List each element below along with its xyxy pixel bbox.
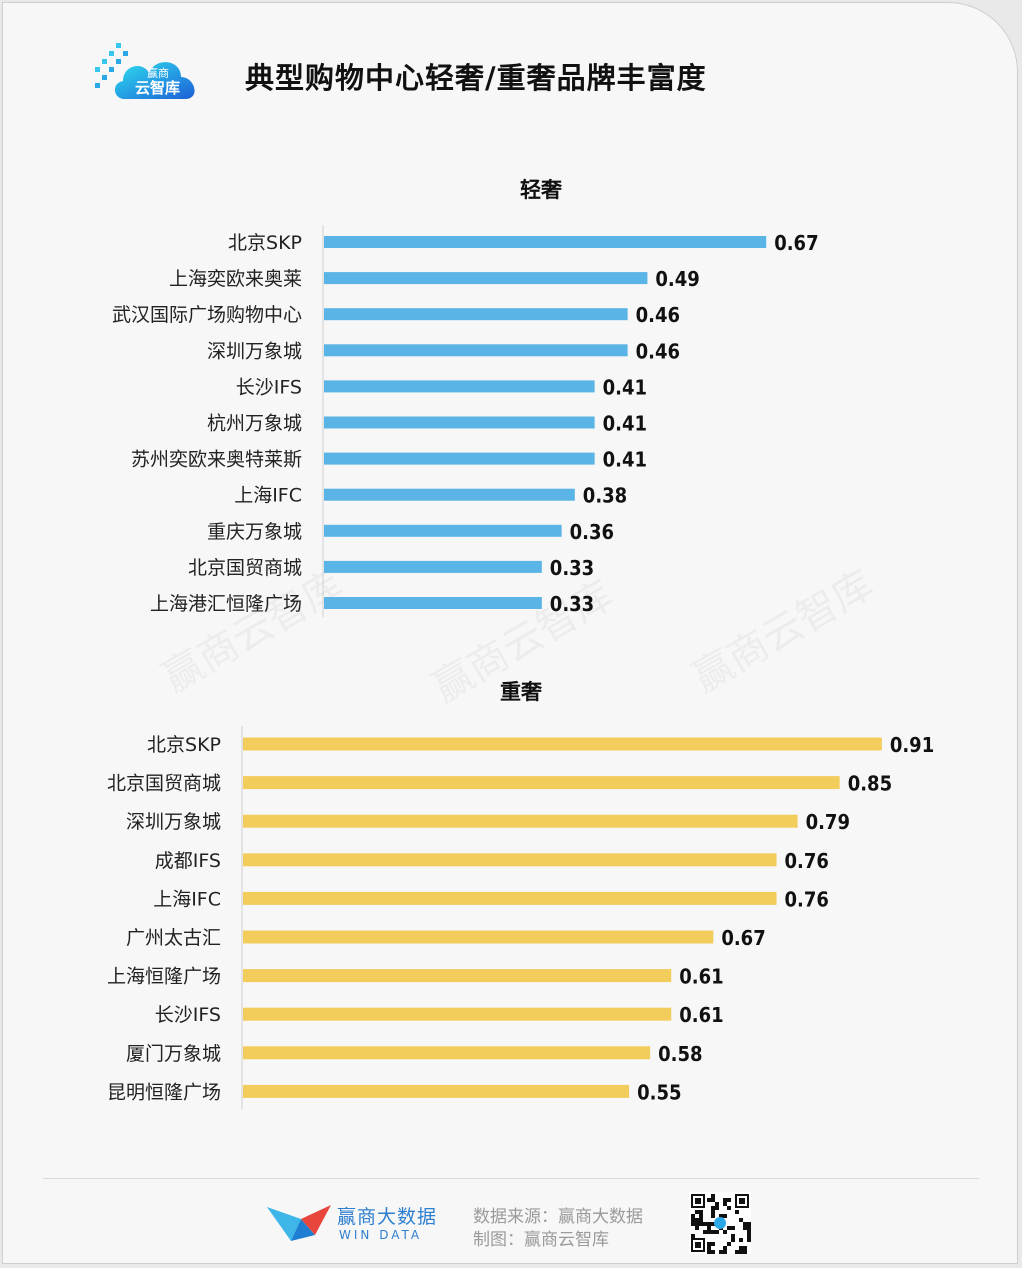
chart1-category-label: 杭州万象城 — [207, 413, 302, 435]
logo-line1: 赢商 — [147, 66, 169, 80]
chart1-bar — [324, 308, 628, 321]
chart1-bar — [324, 236, 767, 248]
chart1-value-label: 0.49 — [655, 267, 699, 291]
qr-code-icon — [689, 1192, 751, 1254]
chart2-category-label: 成都IFS — [155, 850, 221, 872]
chart1-value-label: 0.41 — [603, 448, 647, 472]
chart2-category-label: 深圳万象城 — [126, 811, 221, 833]
chart1-bar — [324, 560, 542, 573]
chart2-category-label: 广州太古汇 — [126, 927, 221, 949]
chart1-value-label: 0.33 — [550, 592, 594, 616]
logo-line2: 云智库 — [135, 79, 180, 97]
chart1-category-label: 武汉国际广场购物中心 — [112, 304, 302, 326]
chart1-bar — [324, 416, 595, 429]
chart2-bar — [243, 776, 840, 790]
chart2-value-label: 0.76 — [785, 887, 829, 911]
data-source: 数据来源：赢商大数据 — [473, 1207, 643, 1227]
chart2-bar — [243, 891, 777, 905]
chart1-category-label: 深圳万象城 — [207, 340, 302, 362]
chart1-bar — [324, 272, 648, 285]
chart1-category-label: 上海奕欧来奥莱 — [169, 268, 302, 290]
chart2-value-label: 0.79 — [806, 810, 850, 834]
win-data-logo-icon — [267, 1205, 331, 1241]
brand-name: 赢商大数据 — [337, 1206, 438, 1228]
chart1-category-label: 苏州奕欧来奥特莱斯 — [131, 449, 302, 471]
chart2-value-label: 0.91 — [890, 733, 934, 757]
made-by: 制图：赢商云智库 — [473, 1230, 609, 1250]
chart1-category-label: 长沙IFS — [236, 376, 302, 398]
chart2-category-label: 北京SKP — [147, 734, 221, 756]
watermark-3: 赢商云智库 — [685, 562, 881, 702]
cloud-logo-icon: 赢商 云智库 — [95, 43, 195, 99]
chart1-title: 轻奢 — [520, 178, 563, 202]
chart1-value-label: 0.36 — [570, 520, 614, 544]
chart1-bar — [324, 597, 542, 609]
chart1-category-label: 北京国贸商城 — [188, 557, 302, 579]
chart1-category-label: 重庆万象城 — [207, 521, 302, 543]
chart1-bar — [324, 380, 595, 393]
chart2-bar — [243, 814, 798, 828]
page-title: 典型购物中心轻奢/重奢品牌丰富度 — [245, 61, 707, 95]
chart2-bar — [243, 1007, 672, 1021]
chart2-category-label: 上海IFC — [153, 888, 221, 910]
chart1-value-label: 0.41 — [603, 412, 647, 436]
watermark-1: 赢商云智库 — [155, 562, 351, 702]
footer-divider — [43, 1178, 979, 1179]
chart2-value-label: 0.67 — [721, 926, 765, 950]
chart1-category-label: 北京SKP — [228, 232, 302, 254]
chart2-value-label: 0.61 — [679, 965, 723, 989]
chart1-bar — [324, 524, 562, 537]
chart2-bar — [243, 737, 882, 751]
chart2-title: 重奢 — [500, 680, 543, 704]
chart2-category-label: 上海恒隆广场 — [107, 966, 221, 988]
chart1-bar — [324, 344, 628, 357]
chart2-category-label: 北京国贸商城 — [107, 773, 221, 795]
chart1-value-label: 0.41 — [603, 375, 647, 399]
chart1-value-label: 0.67 — [774, 231, 818, 255]
chart1-category-label: 上海港汇恒隆广场 — [150, 593, 302, 615]
chart2-bar — [243, 969, 672, 983]
chart1-category-label: 上海IFC — [234, 485, 302, 507]
chart2-bar — [243, 1046, 651, 1060]
chart2-category-label: 厦门万象城 — [126, 1043, 221, 1065]
chart1-value-label: 0.38 — [583, 484, 627, 508]
chart2-value-label: 0.76 — [785, 849, 829, 873]
chart2-bar — [243, 853, 777, 867]
chart1-value-label: 0.46 — [636, 339, 680, 363]
chart1-bar — [324, 488, 575, 501]
chart2-value-label: 0.61 — [679, 1003, 723, 1027]
chart2-category-label: 昆明恒隆广场 — [107, 1081, 221, 1103]
chart1-value-label: 0.33 — [550, 556, 594, 580]
chart2-bar — [243, 930, 714, 944]
chart2-bar — [243, 1084, 630, 1098]
chart2-value-label: 0.55 — [637, 1080, 681, 1104]
brand-en: WIN DATA — [339, 1228, 423, 1242]
chart1-bar — [324, 452, 595, 465]
chart2-category-label: 长沙IFS — [155, 1004, 221, 1026]
chart2-value-label: 0.85 — [848, 772, 892, 796]
chart1-value-label: 0.46 — [636, 303, 680, 327]
chart2-value-label: 0.58 — [658, 1042, 702, 1066]
bar-charts: 赢商云智库 赢商云智库 赢商云智库 轻奢北京SKP0.67上海奕欧来奥莱0.49… — [107, 178, 934, 1109]
